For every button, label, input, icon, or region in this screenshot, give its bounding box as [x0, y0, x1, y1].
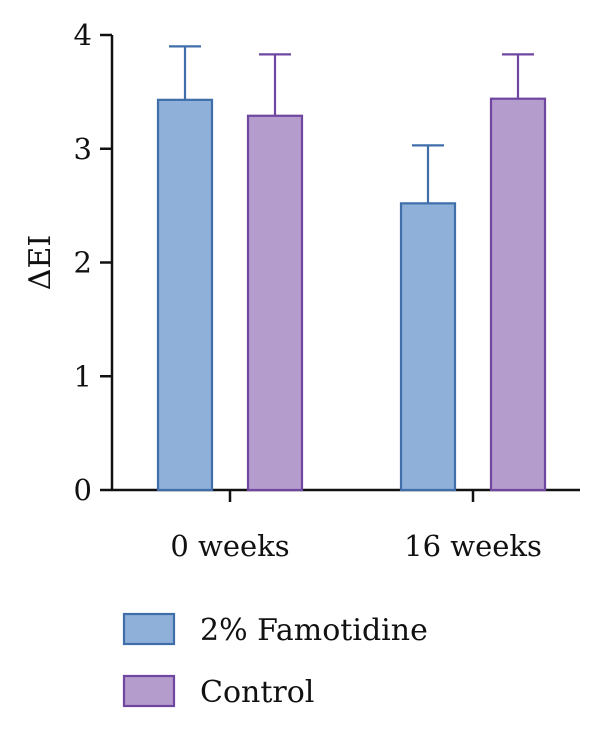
axes: 0 1 2 3 4 0 weeks 16 weeks — [74, 18, 580, 563]
y-tick-label: 0 — [74, 473, 92, 507]
y-tick-label: 3 — [74, 132, 92, 166]
legend-label: 2% Famotidine — [200, 613, 428, 648]
y-tick-label: 1 — [74, 359, 92, 393]
bar — [156, 98, 214, 492]
bar — [489, 97, 547, 492]
y-tick-label: 4 — [74, 18, 92, 52]
y-tick-label: 2 — [74, 246, 92, 280]
legend-swatch — [122, 674, 176, 708]
x-tick-label: 0 weeks — [170, 529, 289, 563]
legend-label: Control — [200, 675, 314, 710]
legend: 2% Famotidine Control — [122, 612, 428, 710]
y-axis-label: ΔEI — [23, 235, 58, 290]
legend-swatch — [122, 612, 176, 646]
x-tick-label: 16 weeks — [404, 529, 542, 563]
bars-group — [156, 45, 547, 492]
bar — [399, 202, 457, 492]
bar — [246, 114, 304, 492]
